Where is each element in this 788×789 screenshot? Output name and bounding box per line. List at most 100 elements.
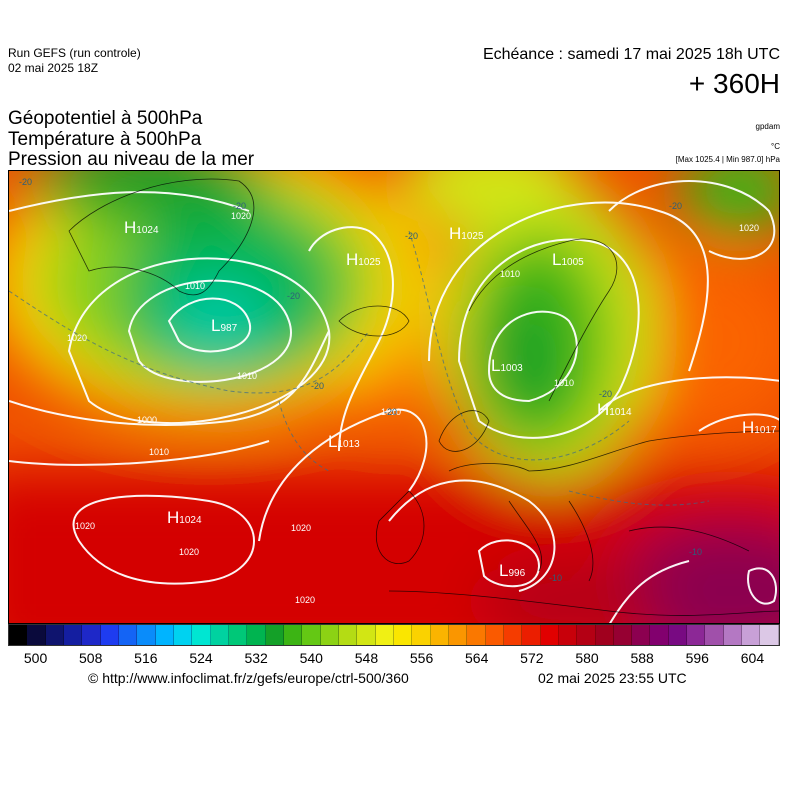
color-scale-cell bbox=[27, 625, 46, 645]
isobar-label: 1010 bbox=[500, 269, 520, 279]
unit-pressure-range: [Max 1025.4 | Min 987.0] hPa bbox=[675, 155, 780, 164]
lead-time: + 360H bbox=[688, 68, 780, 99]
color-scale-cell bbox=[302, 625, 321, 645]
color-scale-cell bbox=[283, 625, 303, 645]
color-scale-tick-label: 532 bbox=[244, 650, 268, 666]
forecast-valid-time: Echéance : samedi 17 mai 2025 18h UTC bbox=[482, 46, 780, 63]
color-scale-cell bbox=[247, 625, 266, 645]
isobar-label: 1020 bbox=[231, 211, 251, 221]
color-scale-cell bbox=[63, 625, 83, 645]
color-scale-cell bbox=[632, 625, 651, 645]
color-scale-cell bbox=[393, 625, 413, 645]
temperature-labels: -20 -20 -20 -20 -20 -20 -20 -20 -10 -10 bbox=[19, 177, 702, 583]
geopotential-field bbox=[9, 171, 779, 623]
color-scale-cell bbox=[155, 625, 174, 645]
color-scale-cell bbox=[613, 625, 633, 645]
color-scale-cell bbox=[485, 625, 504, 645]
isobar-label: 1010 bbox=[149, 447, 169, 457]
isobar-label: 1010 bbox=[185, 281, 205, 291]
isobar-lines bbox=[9, 180, 779, 623]
color-scale-cell bbox=[760, 625, 779, 645]
color-scale-cell bbox=[540, 625, 559, 645]
color-scale-cell bbox=[357, 625, 376, 645]
color-scale-cell bbox=[137, 625, 156, 645]
color-scale-tick-label: 540 bbox=[299, 650, 323, 666]
color-scale-cell bbox=[228, 625, 248, 645]
isotherm-label: -20 bbox=[311, 381, 324, 391]
isotherm-label: -20 bbox=[287, 291, 300, 301]
color-scale-cell bbox=[82, 625, 101, 645]
isobar-labels: 1020 1010 1010 1000 1010 1020 1020 1020 … bbox=[67, 211, 759, 605]
color-scale-tick-label: 556 bbox=[409, 650, 434, 666]
unit-temperature: °C bbox=[771, 142, 780, 151]
color-scale-tick-label: 604 bbox=[740, 650, 765, 666]
issued-time: 02 mai 2025 23:55 UTC bbox=[538, 670, 687, 686]
color-scale-cell bbox=[45, 625, 64, 645]
color-scale-labels: 500 508 516 524 532 540 548 556 564 572 580 588 596 6… bbox=[8, 650, 780, 668]
color-scale-cell bbox=[9, 625, 28, 645]
color-scale-cell bbox=[558, 625, 578, 645]
isobar-label: 1020 bbox=[75, 521, 95, 531]
isotherm-label: -20 bbox=[233, 201, 246, 211]
isotherm-label: -20 bbox=[405, 231, 418, 241]
color-scale-cell bbox=[742, 625, 761, 645]
color-scale-cell bbox=[210, 625, 229, 645]
isotherm-label: -20 bbox=[384, 407, 397, 417]
color-scale-tick-label: 580 bbox=[575, 650, 599, 666]
color-scale-cell bbox=[448, 625, 468, 645]
color-scale-cell bbox=[118, 625, 138, 645]
map-svg: H1024 L987 H1025 H1025 L1005 L1003 H1014… bbox=[9, 171, 779, 623]
color-scale-tick-label: 500 bbox=[23, 650, 48, 666]
color-scale-cell bbox=[338, 625, 358, 645]
color-scale-tick-label: 524 bbox=[189, 650, 213, 666]
isobar-label: 1010 bbox=[381, 407, 401, 417]
color-scale-tick-label: 548 bbox=[354, 650, 379, 666]
isotherm-label: -20 bbox=[599, 389, 612, 399]
color-scale-tick-label: 588 bbox=[630, 650, 654, 666]
run-date: 02 mai 2025 18Z bbox=[8, 61, 99, 75]
color-scale-cell bbox=[467, 625, 486, 645]
color-scale-cell bbox=[577, 625, 596, 645]
variable-temperature: Température à 500hPa bbox=[8, 129, 202, 150]
color-scale-cell bbox=[705, 625, 724, 645]
isobar-label: 1020 bbox=[739, 223, 759, 233]
isobar-label: 1010 bbox=[237, 371, 257, 381]
isobar-label: 1020 bbox=[67, 333, 87, 343]
isobar-label: 1020 bbox=[295, 595, 315, 605]
color-scale-cell bbox=[650, 625, 669, 645]
color-scale-cell bbox=[595, 625, 614, 645]
color-scale-bar bbox=[8, 624, 780, 646]
isotherm-label: -10 bbox=[549, 573, 562, 583]
isobar-label: 1020 bbox=[291, 523, 311, 533]
color-scale-cell bbox=[375, 625, 394, 645]
color-scale-cell bbox=[503, 625, 523, 645]
coastlines bbox=[68, 178, 779, 616]
color-scale-tick-label: 596 bbox=[685, 650, 709, 666]
color-scale-tick-label: 572 bbox=[520, 650, 544, 666]
color-scale-cell bbox=[173, 625, 193, 645]
color-scale-cell bbox=[668, 625, 688, 645]
color-scale-tick-label: 516 bbox=[134, 650, 158, 666]
isotherm-lines bbox=[9, 230, 710, 506]
variable-pressure: Pression au niveau de la mer bbox=[8, 149, 255, 170]
isobar-label: 1010 bbox=[554, 378, 574, 388]
color-scale-cell bbox=[687, 625, 706, 645]
unit-geopotential: gpdam bbox=[755, 122, 780, 131]
color-scale-cell bbox=[723, 625, 743, 645]
isobar-label: 1020 bbox=[179, 547, 199, 557]
color-scale-tick-label: 564 bbox=[465, 650, 489, 666]
isotherm-label: -20 bbox=[19, 177, 32, 187]
variable-geopotential: Géopotentiel à 500hPa bbox=[8, 108, 203, 129]
weather-map: H1024 L987 H1025 H1025 L1005 L1003 H1014… bbox=[8, 170, 780, 624]
color-scale-cell bbox=[320, 625, 339, 645]
color-scale-cell bbox=[265, 625, 284, 645]
run-title: Run GEFS (run controle) bbox=[8, 46, 141, 60]
color-scale-cell bbox=[522, 625, 541, 645]
isotherm-label: -10 bbox=[689, 547, 702, 557]
color-scale-tick-label: 508 bbox=[79, 650, 103, 666]
source-url[interactable]: © http://www.infoclimat.fr/z/gefs/europe… bbox=[88, 670, 409, 686]
color-scale-cell bbox=[192, 625, 211, 645]
isobar-label: 1000 bbox=[137, 415, 157, 425]
color-scale-cell bbox=[430, 625, 449, 645]
color-scale-cell bbox=[412, 625, 431, 645]
